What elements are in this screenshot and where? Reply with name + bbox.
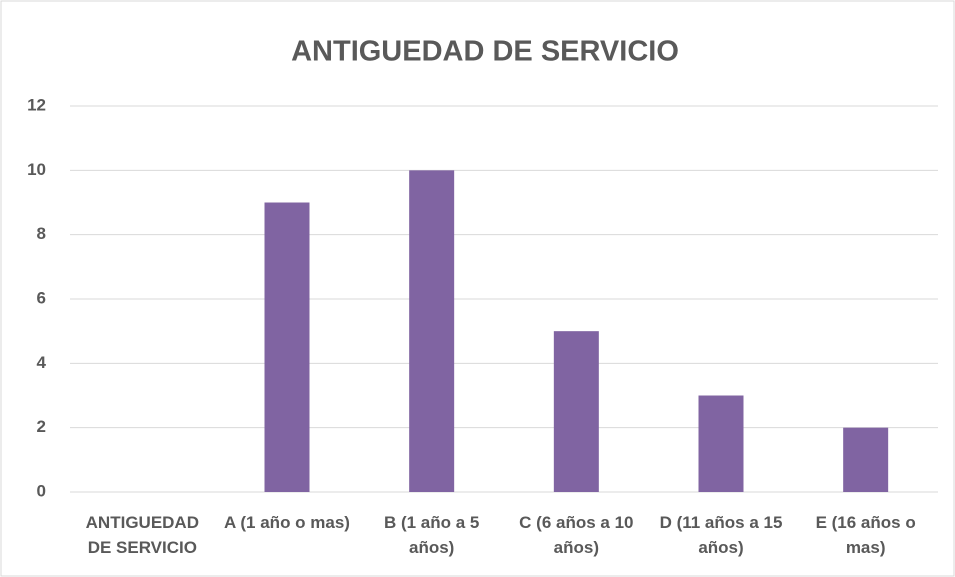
bar	[843, 427, 889, 492]
y-tick-label: 6	[37, 288, 46, 307]
x-tick-label: ANTIGUEDAD DE SERVICIO	[85, 513, 199, 557]
x-tick-label: D (11 años a 15 años)	[659, 513, 783, 557]
y-tick-label: 10	[27, 160, 46, 179]
bar	[409, 170, 455, 493]
x-tick-label: A (1 año o mas)	[224, 513, 350, 532]
x-tick-label: C (6 años a 10 años)	[519, 513, 634, 557]
chart-title: ANTIGUEDAD DE SERVICIO	[291, 36, 679, 68]
bar	[264, 202, 310, 492]
y-tick-label: 12	[27, 95, 46, 114]
x-tick-label: B (1 año a 5 años)	[383, 513, 480, 557]
y-tick-label: 2	[37, 417, 46, 436]
y-tick-label: 4	[37, 353, 47, 372]
bar	[698, 395, 744, 492]
bar	[553, 331, 599, 492]
y-tick-label: 0	[37, 481, 46, 500]
y-tick-label: 8	[37, 224, 46, 243]
x-tick-label: E (16 años o mas)	[815, 513, 916, 557]
